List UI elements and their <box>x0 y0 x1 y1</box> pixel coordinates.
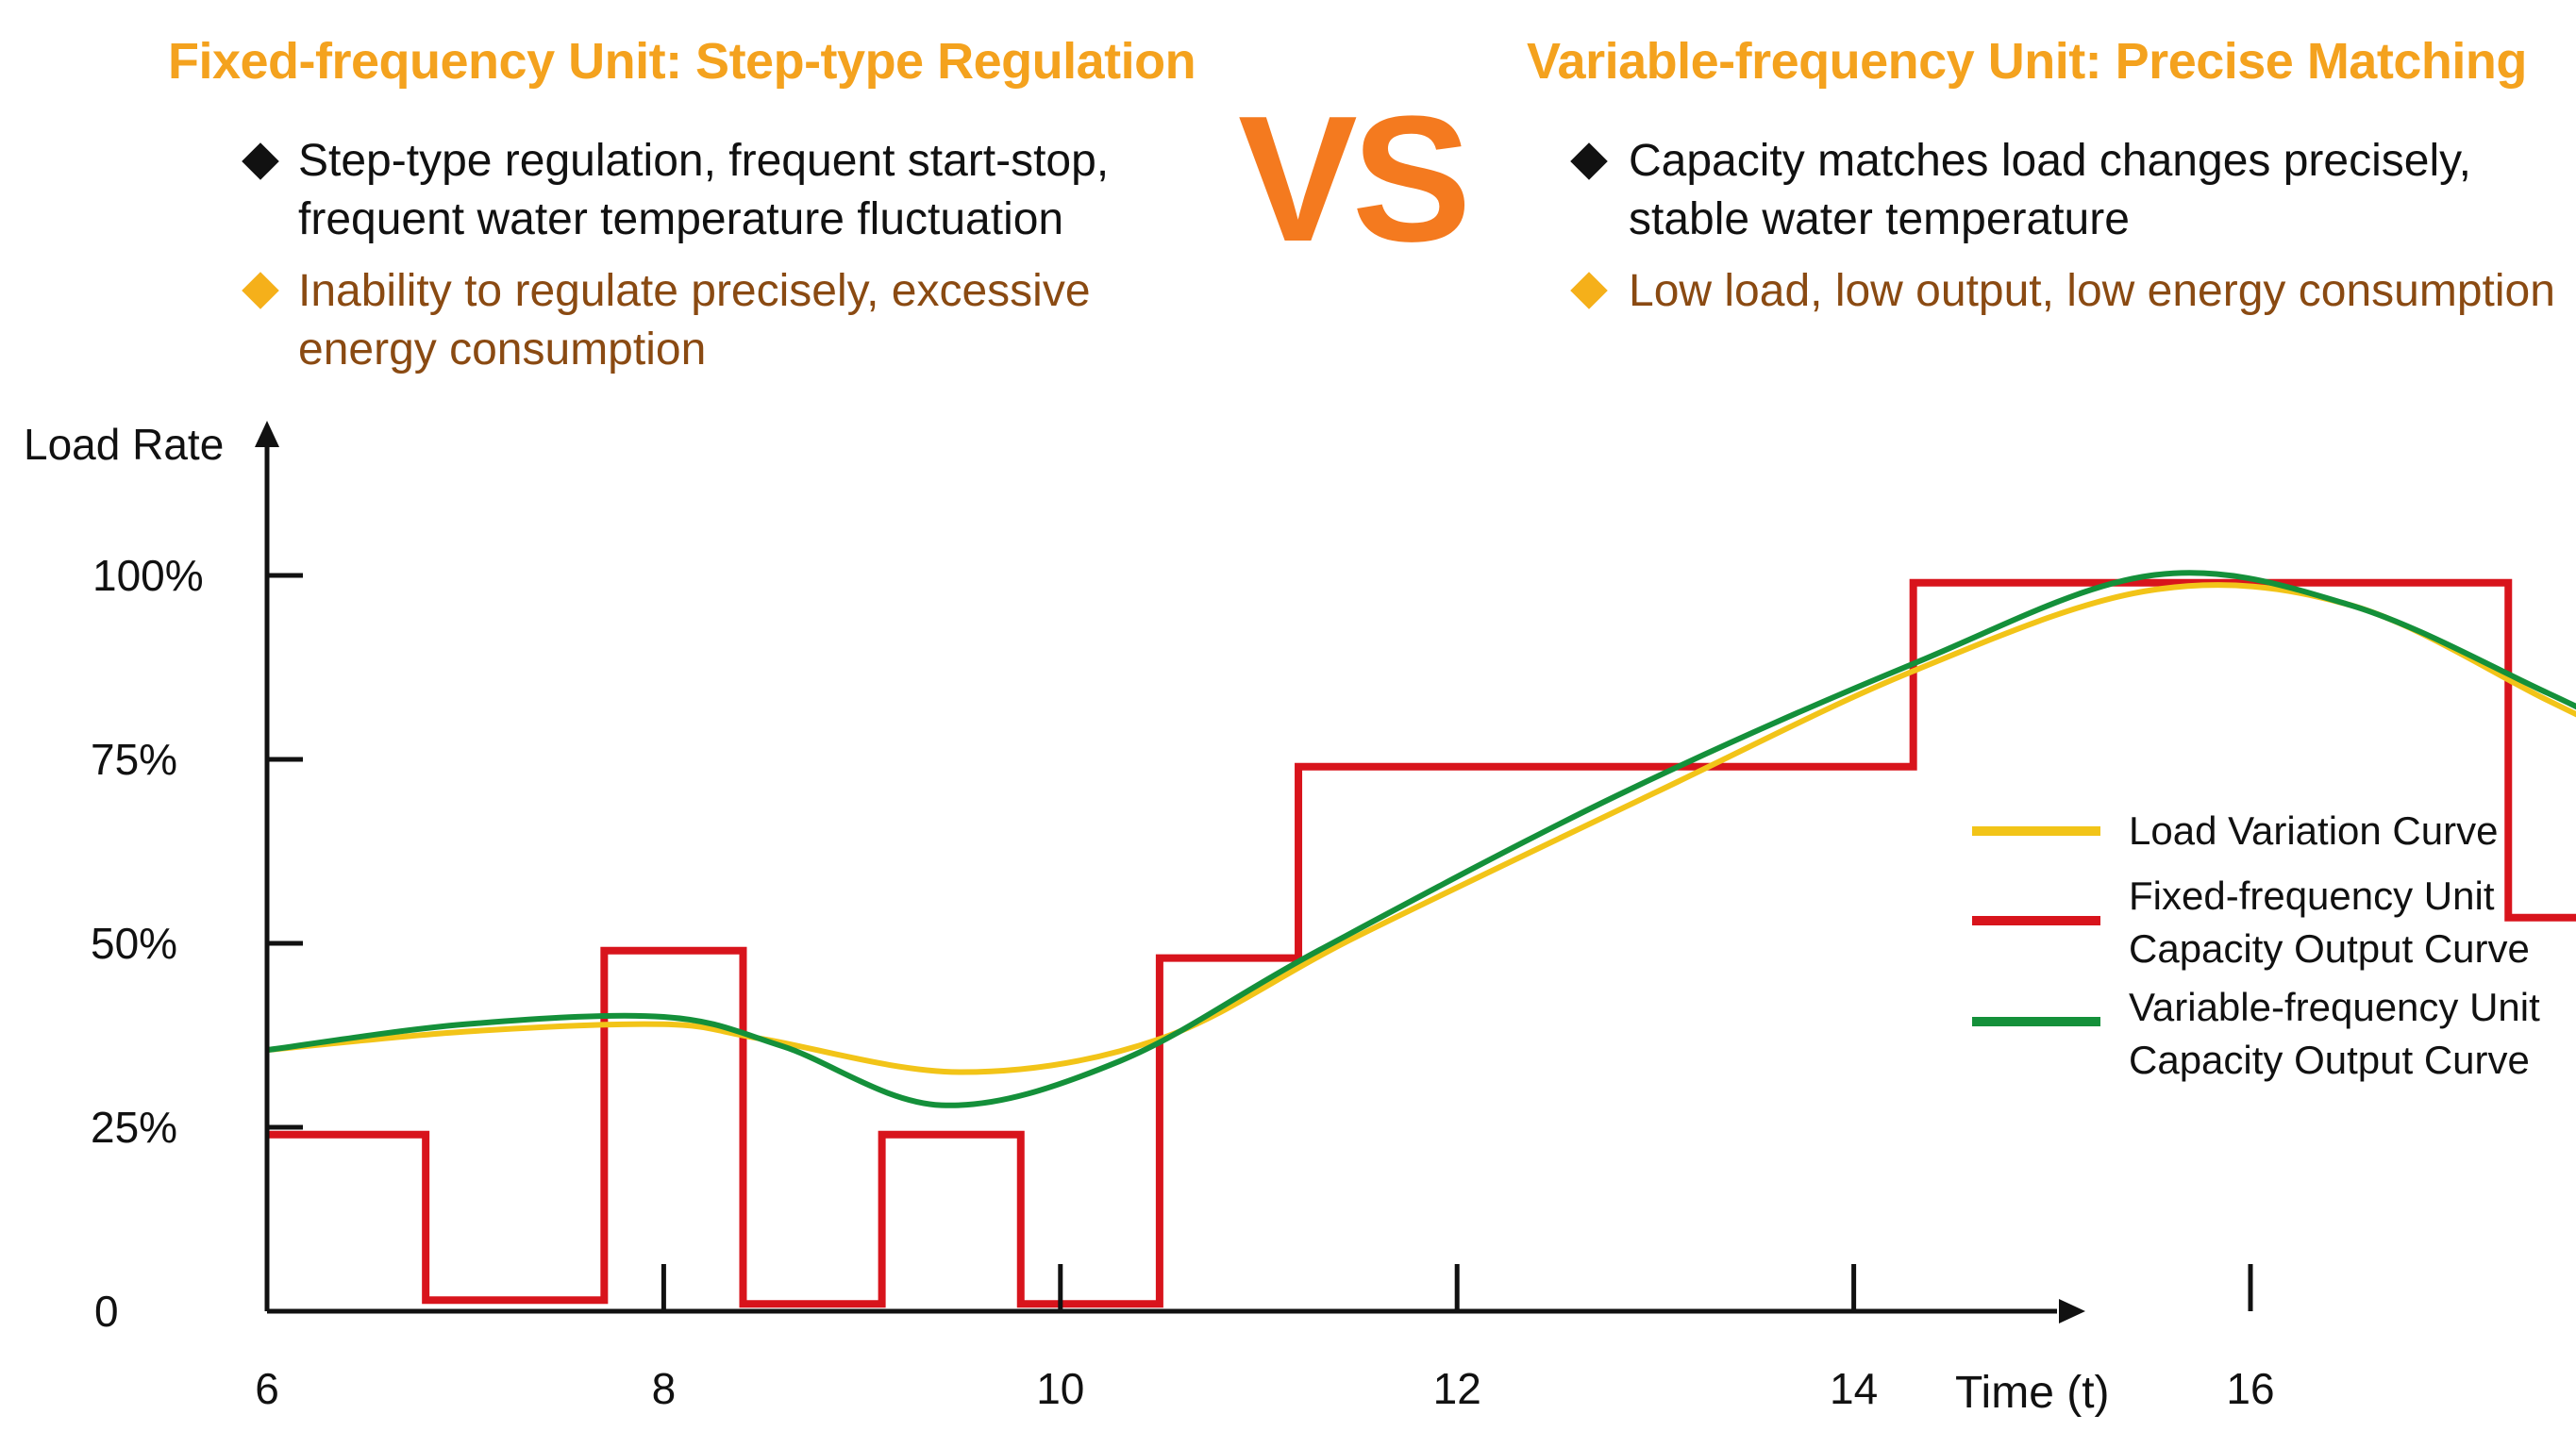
legend-label-fixed: Fixed-frequency Unit Capacity Output Cur… <box>2129 874 2530 971</box>
right-bullet-1-line1: Capacity matches load changes precisely, <box>1629 136 2471 186</box>
legend-label-variable: Variable-frequency Unit Capacity Output … <box>2129 985 2540 1082</box>
right-bullet-1: Capacity matches load changes precisely,… <box>1629 132 2471 249</box>
y-axis-title: Load Rate <box>24 420 224 469</box>
x-tick-label: 8 <box>652 1364 677 1413</box>
right-bullet-2: Low load, low output, low energy consump… <box>1629 262 2555 321</box>
fixed-frequency-curve <box>267 578 2576 1308</box>
left-title: Fixed-frequency Unit: Step-type Regulati… <box>168 33 1196 90</box>
left-bullet-1: Step-type regulation, frequent start-sto… <box>298 132 1109 249</box>
x-tick-label: 10 <box>1036 1364 1084 1413</box>
series-layer <box>266 570 2576 1308</box>
y-tick-label: 75% <box>91 735 177 784</box>
y-tick-label: 25% <box>91 1103 177 1152</box>
x-tick-label: 14 <box>1830 1364 1878 1413</box>
legend-swatch-variable <box>1972 1017 2100 1026</box>
load-variation-curve <box>266 582 2576 1075</box>
left-bullet-2-line1: Inability to regulate precisely, excessi… <box>298 266 1091 316</box>
left-bullet-2: Inability to regulate precisely, excessi… <box>298 262 1091 379</box>
y-tick-label: 100% <box>92 551 204 600</box>
vs-label: VS <box>1238 79 1471 279</box>
legend-swatch-load <box>1972 826 2100 836</box>
left-bullet-2-line2: energy consumption <box>298 325 707 374</box>
right-title: Variable-frequency Unit: Precise Matchin… <box>1527 33 2527 90</box>
legend-swatch-fixed <box>1972 916 2100 925</box>
x-tick-label: 16 <box>2226 1364 2274 1413</box>
y-axis-arrow-icon <box>255 421 279 447</box>
right-bullet-1-line2: stable water temperature <box>1629 194 2130 244</box>
left-bullet-1-line1: Step-type regulation, frequent start-sto… <box>298 136 1110 186</box>
x-axis-arrow-icon <box>2059 1299 2085 1323</box>
right-bullet-2-line1: Low load, low output, low energy consump… <box>1629 266 2555 316</box>
axis-layer <box>255 421 2253 1323</box>
left-bullet-1-line2: frequent water temperature fluctuation <box>298 194 1064 244</box>
x-tick-label: 6 <box>255 1364 279 1413</box>
legend-label-load: Load Variation Curve <box>2129 808 2499 853</box>
x-axis-title: Time (t) <box>1955 1368 2110 1418</box>
variable-frequency-curve <box>266 570 2576 1108</box>
x-tick-label: 12 <box>1433 1364 1481 1413</box>
label-layer: 025%50%75%100%6810121416182022Load RateT… <box>24 420 2275 1418</box>
y-tick-label: 50% <box>91 919 177 968</box>
y-tick-label: 0 <box>94 1287 119 1336</box>
